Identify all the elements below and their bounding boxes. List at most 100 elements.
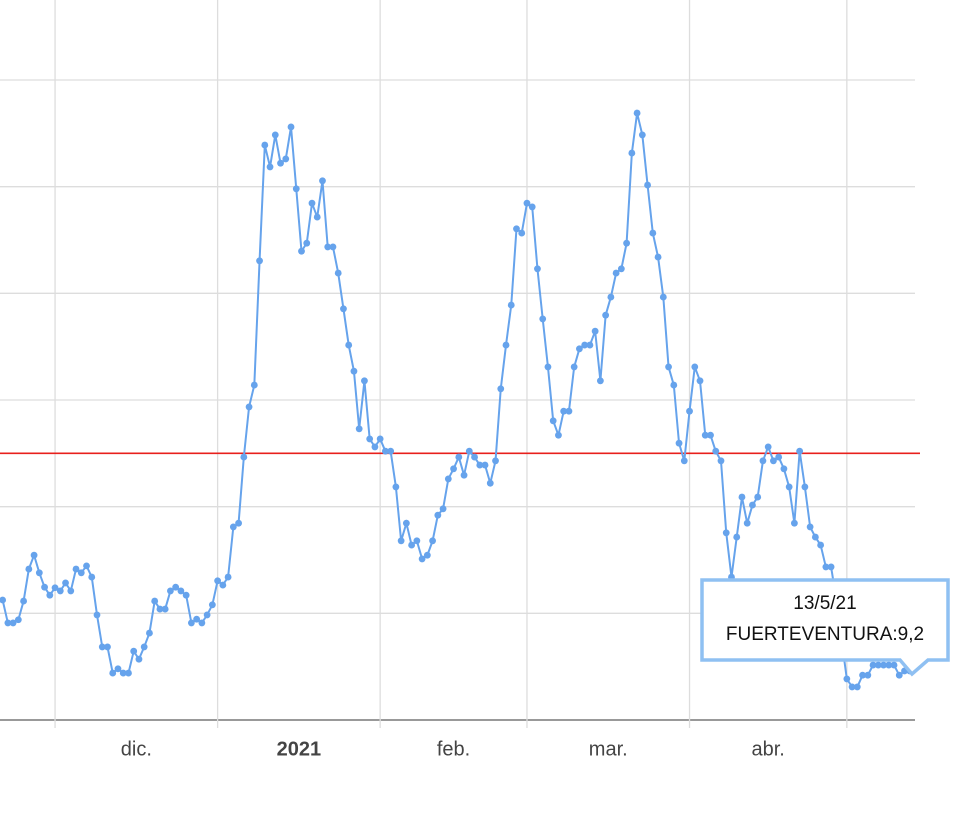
data-point — [250, 381, 258, 389]
data-point — [408, 541, 416, 549]
data-point — [214, 577, 222, 585]
data-point — [895, 671, 903, 679]
data-point — [450, 465, 457, 473]
data-point — [722, 529, 730, 537]
data-point — [434, 511, 442, 519]
data-point — [822, 563, 830, 571]
x-tick-label: abr. — [752, 738, 785, 760]
data-point — [119, 669, 127, 677]
data-point — [224, 573, 232, 581]
data-point — [659, 293, 667, 301]
data-point — [801, 483, 809, 491]
data-point — [502, 341, 510, 349]
data-point — [680, 457, 688, 465]
data-point — [109, 669, 117, 677]
data-point — [9, 619, 17, 627]
data-point — [172, 583, 180, 591]
data-point — [497, 385, 505, 393]
data-point — [376, 435, 384, 443]
data-point — [182, 591, 190, 599]
data-point — [203, 611, 211, 619]
data-point — [14, 616, 22, 624]
data-point — [51, 584, 59, 592]
data-point — [617, 265, 625, 273]
data-point — [130, 647, 138, 655]
data-point — [146, 629, 153, 637]
data-point — [691, 363, 699, 371]
data-point — [848, 683, 856, 691]
data-point — [366, 435, 374, 443]
data-point — [413, 537, 421, 545]
data-point — [219, 581, 227, 589]
data-point — [465, 447, 473, 455]
data-point — [308, 199, 316, 207]
data-point — [277, 159, 284, 167]
data-point — [104, 643, 111, 651]
tooltip-box — [700, 578, 950, 677]
data-point — [696, 377, 704, 385]
data-point — [633, 109, 641, 117]
data-point — [361, 377, 368, 385]
data-point — [156, 605, 164, 613]
data-point — [780, 465, 788, 473]
data-point — [555, 431, 562, 439]
data-point — [444, 475, 452, 483]
data-point — [88, 573, 96, 581]
data-point — [670, 381, 678, 389]
data-point — [62, 579, 69, 587]
data-point — [93, 611, 101, 619]
data-point — [67, 587, 75, 595]
data-point — [701, 431, 709, 439]
data-point — [775, 453, 783, 461]
data-point — [707, 431, 714, 439]
data-point — [35, 569, 43, 577]
data-point — [429, 537, 436, 545]
data-point — [329, 243, 337, 251]
data-point — [455, 453, 463, 461]
x-tick-label: feb. — [437, 738, 470, 760]
data-point — [864, 671, 872, 679]
data-point — [4, 619, 12, 627]
data-point — [98, 643, 106, 651]
data-point — [754, 493, 762, 501]
data-point — [167, 587, 174, 595]
data-point — [513, 225, 520, 233]
data-point — [859, 671, 866, 679]
data-point — [135, 655, 143, 663]
data-point — [125, 669, 132, 677]
data-point — [177, 587, 185, 595]
data-point — [46, 591, 54, 599]
data-point — [743, 519, 751, 527]
data-point — [77, 569, 85, 577]
data-point — [560, 407, 568, 415]
data-point — [371, 443, 379, 451]
x-tick-label: mar. — [589, 738, 628, 760]
data-point — [518, 229, 526, 237]
data-point — [764, 443, 772, 451]
data-point — [313, 213, 321, 221]
data-point — [282, 155, 290, 163]
data-point — [790, 519, 798, 527]
data-point — [287, 123, 295, 131]
data-point — [56, 587, 64, 595]
data-point — [471, 453, 478, 461]
data-point — [256, 257, 263, 265]
x-tick-label: dic. — [121, 738, 152, 760]
data-point — [151, 597, 159, 605]
data-point — [324, 243, 332, 251]
data-point — [654, 253, 662, 261]
data-point — [193, 615, 201, 623]
data-point — [539, 315, 547, 323]
data-point — [303, 239, 311, 247]
data-point — [885, 661, 893, 669]
data-point — [114, 665, 122, 673]
series-line — [1, 112, 910, 688]
data-point — [292, 185, 300, 193]
data-point — [649, 229, 657, 237]
data-point — [492, 457, 499, 465]
data-point — [423, 551, 431, 559]
data-point — [843, 675, 851, 683]
data-point — [623, 239, 631, 247]
data-point — [208, 601, 216, 609]
